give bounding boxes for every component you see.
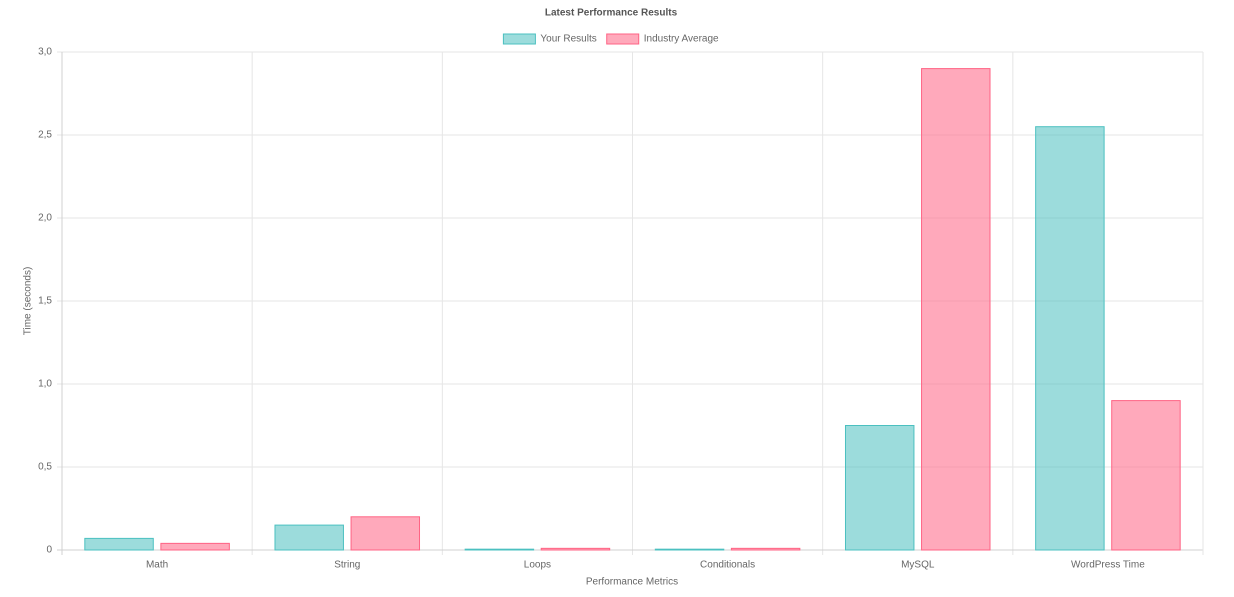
legend-label: Industry Average: [644, 34, 719, 45]
bar: [464, 548, 535, 551]
y-tick-label: 2,0: [38, 213, 52, 224]
x-tick-label: MySQL: [901, 560, 935, 571]
bar: [160, 542, 230, 551]
y-tick-label: 2,5: [38, 130, 52, 141]
bar: [1111, 400, 1181, 551]
bar: [921, 68, 991, 551]
chart-title: Latest Performance Results: [545, 8, 678, 19]
y-tick-label: 1,0: [38, 379, 52, 390]
y-tick-label: 3,0: [38, 47, 52, 58]
y-tick-label: 1,5: [38, 296, 52, 307]
bar: [274, 524, 344, 551]
y-axis-title: Time (seconds): [23, 267, 34, 336]
x-axis-title: Performance Metrics: [586, 577, 678, 588]
bar: [84, 537, 154, 551]
x-tick-label: Conditionals: [700, 560, 755, 571]
x-tick-label: Math: [146, 560, 168, 571]
legend-label: Your Results: [540, 34, 596, 45]
bar: [350, 516, 421, 551]
y-tick-label: 0,5: [38, 462, 52, 473]
bar: [1035, 126, 1105, 551]
x-tick-label: Loops: [524, 560, 551, 571]
y-tick-label: 0: [46, 545, 52, 556]
bar: [654, 548, 725, 551]
x-tick-label: String: [334, 560, 360, 571]
legend-swatch: [502, 33, 536, 45]
legend: Your Results Industry Average: [502, 33, 719, 45]
bar: [844, 425, 915, 551]
bar: [540, 547, 611, 551]
bar: [730, 547, 801, 551]
legend-swatch: [606, 33, 640, 45]
x-tick-label: WordPress Time: [1071, 560, 1145, 571]
